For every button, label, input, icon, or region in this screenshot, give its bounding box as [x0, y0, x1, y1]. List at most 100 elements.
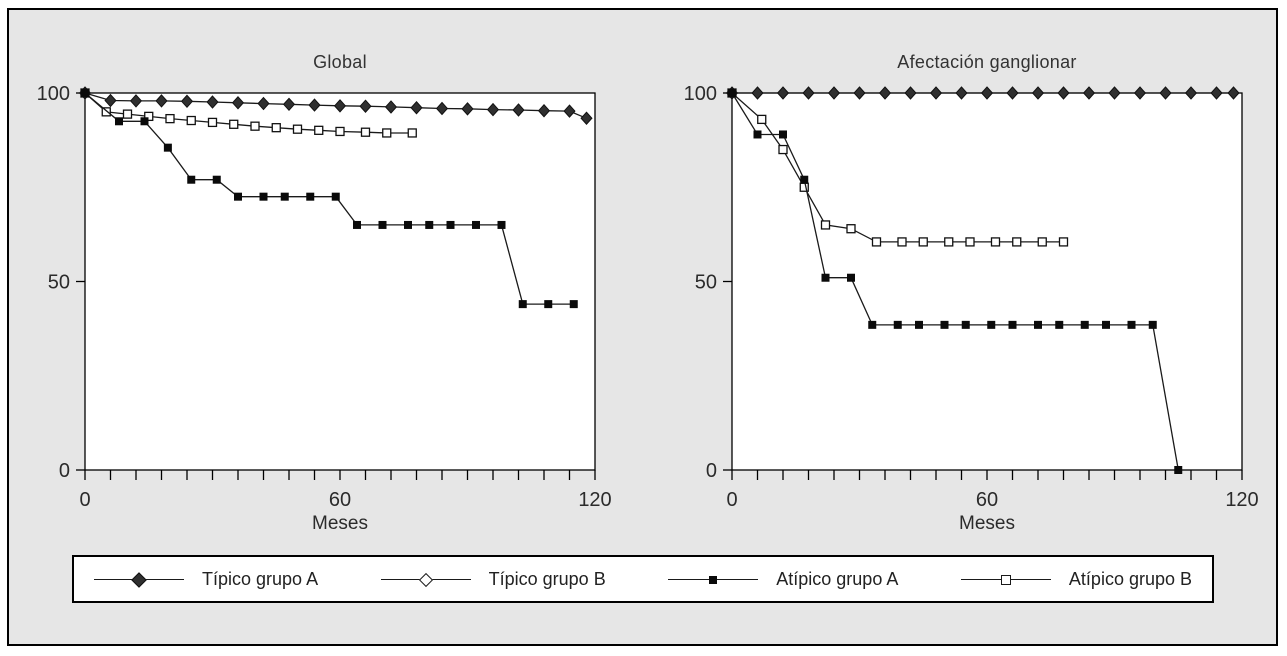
diamond-filled-marker [563, 104, 576, 118]
square-filled-marker [1034, 320, 1042, 329]
series-atipico-grupo-a [81, 89, 578, 309]
square-filled-marker [306, 192, 315, 201]
square-filled-marker [779, 130, 787, 139]
legend-item-atipico-grupo-b: Atípico grupo B [960, 569, 1192, 590]
square-filled-marker [753, 130, 762, 139]
diamond-filled-marker [1210, 86, 1223, 100]
square-filled-marker [868, 320, 877, 329]
square-filled-marker [331, 192, 340, 201]
diamond-open-icon [418, 572, 433, 587]
series-atipico-grupo-a [728, 89, 1183, 474]
diamond-filled-marker [410, 100, 423, 115]
plot-area [731, 92, 1243, 471]
square-open-marker [944, 237, 954, 247]
diamond-filled-marker [853, 86, 866, 100]
square-filled-marker [821, 273, 830, 282]
square-filled-marker [187, 175, 196, 184]
square-filled-marker [497, 220, 506, 229]
legend-line [960, 574, 1051, 585]
legend-item-label: Típico grupo A [202, 568, 319, 589]
diamond-filled-marker [776, 86, 790, 100]
plot-area [84, 92, 596, 471]
diamond-filled-marker [257, 96, 270, 111]
x-tick-label: 60 [329, 489, 351, 511]
square-open-marker [292, 124, 303, 134]
square-open-marker [101, 107, 111, 117]
square-open-marker [407, 128, 417, 138]
y-tick-label: 0 [59, 460, 70, 482]
square-open-marker [250, 121, 260, 131]
square-open-marker [820, 220, 831, 230]
square-filled-marker [915, 320, 923, 329]
square-open-marker [990, 237, 1001, 247]
legend-box: Típico grupo A Típico grupo B Atípico gr… [72, 555, 1214, 603]
chart-afectacion-ganglionar: 100 50 00 60 120 [684, 83, 1259, 511]
diamond-filled-marker [751, 86, 764, 100]
square-filled-marker [259, 192, 268, 201]
diamond-filled-marker [129, 94, 143, 108]
square-filled-marker [234, 192, 242, 201]
y-tick-label: 100 [684, 83, 717, 105]
square-filled-marker [1080, 320, 1089, 329]
diamond-filled-marker [1184, 86, 1198, 100]
x-axis-ticks: 0 60 120 [726, 470, 1259, 511]
diamond-filled-icon [131, 571, 147, 588]
legend-item-tipico-grupo-b: Típico grupo B [380, 569, 606, 590]
diamond-filled-marker [1133, 86, 1147, 100]
x-axis-label-left: Meses [312, 513, 368, 534]
x-axis-ticks: 0 60 120 [79, 470, 612, 511]
square-open-marker [897, 237, 907, 247]
chart-title-global: Global [313, 52, 367, 72]
square-filled-marker [940, 320, 949, 329]
chart-global: 100 50 00 60 120 [37, 83, 612, 511]
square-filled-marker [1055, 320, 1064, 329]
diamond-filled-marker [104, 93, 117, 108]
y-axis-ticks: 100 50 0 [684, 83, 732, 482]
square-filled-marker [378, 220, 387, 229]
diamond-filled-marker [1057, 86, 1070, 100]
square-open-marker [965, 237, 975, 247]
y-tick-label: 50 [48, 272, 70, 294]
square-open-marker [314, 125, 324, 135]
legend-item-tipico-grupo-a: Típico grupo A [94, 569, 318, 590]
series-line [84, 92, 413, 134]
x-tick-label: 0 [726, 489, 737, 511]
diamond-filled-marker [1006, 86, 1019, 100]
square-filled-marker [847, 273, 855, 282]
diamond-filled-marker [1082, 86, 1096, 100]
square-open-marker [207, 117, 218, 128]
legend-line [668, 575, 759, 584]
square-open-marker [229, 119, 239, 129]
x-tick-label: 120 [1225, 489, 1258, 511]
x-axis-label-right: Meses [959, 513, 1015, 534]
square-filled-marker [800, 175, 809, 184]
square-filled-marker [1127, 320, 1136, 329]
diamond-filled-marker [231, 96, 245, 110]
square-filled-marker [961, 320, 970, 329]
square-filled-marker [569, 300, 578, 309]
diamond-filled-marker [512, 103, 525, 117]
y-tick-label: 50 [695, 272, 717, 294]
square-open-marker [778, 144, 788, 155]
x-tick-label: 0 [79, 489, 90, 511]
diamond-filled-marker [904, 86, 917, 100]
square-open-marker [271, 123, 281, 133]
diamond-filled-marker [282, 97, 296, 112]
square-filled-marker [893, 320, 902, 329]
x-tick-label: 60 [976, 489, 998, 511]
square-open-marker [382, 128, 392, 138]
square-filled-marker [446, 220, 455, 229]
square-filled-marker [1008, 320, 1017, 329]
square-filled-marker [115, 117, 123, 126]
square-filled-marker [140, 117, 149, 126]
legend-line [94, 571, 184, 588]
diamond-filled-marker [384, 100, 398, 114]
diamond-filled-marker [359, 99, 372, 113]
square-filled-marker [1148, 320, 1157, 329]
y-axis-ticks: 100 50 0 [37, 83, 85, 482]
legend-item-label: Atípico grupo A [776, 568, 899, 589]
series-tipico-grupo-a [725, 86, 1240, 100]
square-filled-marker [404, 220, 412, 229]
square-open-marker [122, 109, 133, 119]
